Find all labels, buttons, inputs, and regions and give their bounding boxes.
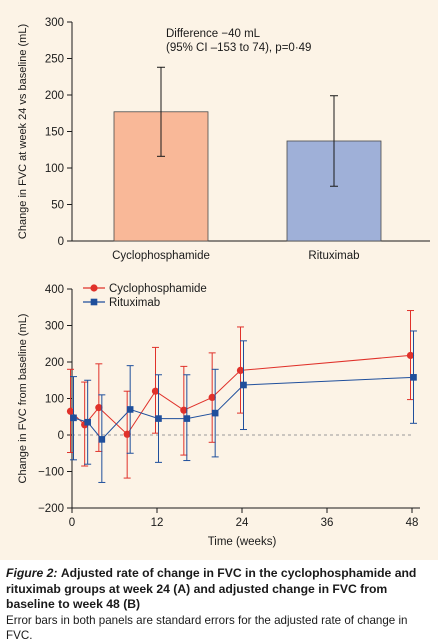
panel-b-data-point bbox=[66, 407, 75, 415]
panel-b-legend-marker bbox=[90, 284, 98, 292]
panel-a-y-tick-label: 50 bbox=[51, 200, 64, 212]
panel-b-x-tick-label: 36 bbox=[321, 517, 334, 529]
panel-b-data-point bbox=[183, 415, 191, 422]
panel-b-x-tick-label: 12 bbox=[151, 517, 164, 529]
panel-a-annotation-line-1: Difference −40 mL bbox=[166, 28, 261, 40]
panel-b-data-point bbox=[236, 366, 245, 374]
panel-a-y-tick-label: 200 bbox=[45, 90, 64, 102]
panel-a-y-tick-label: 100 bbox=[45, 163, 64, 175]
caption-note: Error bars in both panels are standard e… bbox=[6, 613, 408, 643]
panel-b-legend: Cyclophosphamide Rituximab bbox=[83, 283, 207, 309]
caption-title: Adjusted rate of change in FVC in the cy… bbox=[6, 566, 417, 611]
panel-b-data-point bbox=[208, 393, 216, 402]
panel-b-data-point bbox=[155, 415, 162, 422]
panel-b-y-axis-label: Change in FVC from baseline (mL) bbox=[17, 314, 29, 484]
panel-a-y-tick-label: 250 bbox=[45, 54, 64, 66]
panel-b-x-tick-label: 0 bbox=[69, 517, 75, 529]
caption-label: Figure 2: bbox=[6, 566, 58, 580]
panel-b-legend-marker bbox=[90, 298, 98, 306]
panel-a-annotation-line-2: (95% CI –153 to 74), p=0·49 bbox=[166, 42, 311, 54]
panel-b-series-rituximab bbox=[70, 330, 417, 483]
panel-b-x-axis-label: Time (weeks) bbox=[208, 536, 277, 548]
panel-b-data-point bbox=[95, 404, 103, 412]
panel-a-y-tick-label: 0 bbox=[58, 236, 64, 248]
panel-b-y-tick-label: 400 bbox=[45, 284, 64, 296]
panel-b-series-cyclophosphamide bbox=[66, 310, 415, 479]
figure-chart: 0 50 100 150 200 250 300 Change in FVC at week … bbox=[17, 17, 430, 548]
panel-b-y-tick-label: 200 bbox=[45, 357, 64, 369]
panel-b-legend-label: Rituximab bbox=[109, 297, 160, 309]
panel-b-data-point bbox=[180, 406, 188, 414]
panel-a-category-label: Cyclophosphamide bbox=[112, 250, 210, 262]
panel-b-data-point bbox=[98, 436, 106, 443]
panel-b-y-tick-label: 300 bbox=[45, 321, 64, 333]
panel-b-data-point bbox=[70, 414, 77, 422]
panel-b-data-point bbox=[84, 418, 91, 426]
panel-b-data-point bbox=[410, 374, 417, 381]
panel-b-y-tick-label: 100 bbox=[45, 394, 64, 406]
figure-panel: 0 50 100 150 200 250 300 Change in FVC at week … bbox=[0, 0, 438, 560]
panel-b-data-point bbox=[151, 387, 160, 395]
panel-a-category-label: Rituximab bbox=[308, 250, 359, 262]
panel-b-y-tick-label: −200 bbox=[38, 503, 64, 515]
panel-a-bar-chart: 0 50 100 150 200 250 300 Change in FVC at week … bbox=[17, 17, 430, 262]
figure-caption: Figure 2: Adjusted rate of change in FVC… bbox=[6, 566, 434, 644]
panel-a-y-tick-label: 150 bbox=[45, 127, 64, 139]
panel-b-data-point bbox=[240, 381, 247, 389]
panel-a-y-axis-label: Change in FVC at week 24 vs baseline (mL… bbox=[17, 24, 29, 239]
panel-b-data-point bbox=[123, 430, 131, 438]
panel-b-y-tick-label: −100 bbox=[38, 467, 64, 479]
panel-b-x-tick-label: 48 bbox=[406, 517, 419, 529]
panel-b-data-point bbox=[211, 409, 219, 417]
panel-b-legend-label: Cyclophosphamide bbox=[109, 283, 207, 295]
panel-a-y-tick-label: 300 bbox=[45, 17, 64, 29]
panel-b-line-chart: −200 −100 0 100 200 300 400 0 12 24 36 48 Change in … bbox=[17, 283, 420, 548]
panel-b-data-point bbox=[406, 351, 415, 360]
panel-b-data-point bbox=[126, 406, 134, 413]
panel-b-y-tick-label: 0 bbox=[58, 430, 64, 442]
panel-b-x-tick-label: 24 bbox=[236, 517, 249, 529]
